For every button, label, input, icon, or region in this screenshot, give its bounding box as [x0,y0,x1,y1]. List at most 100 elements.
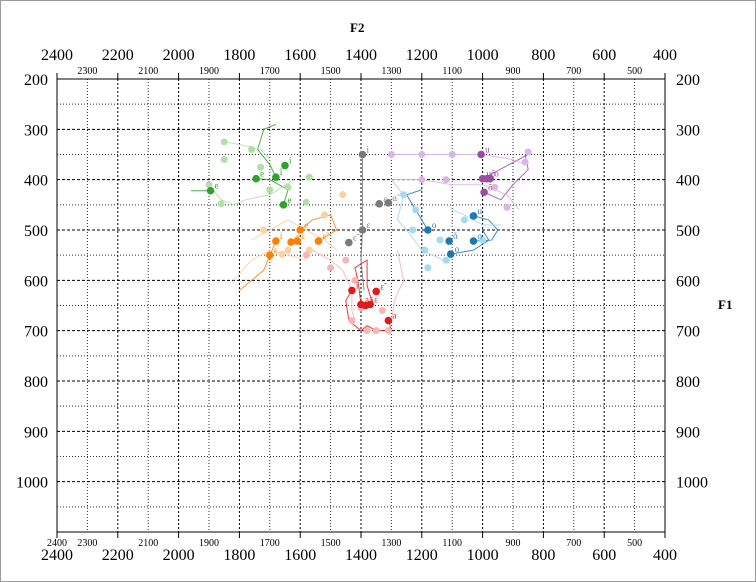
x-minor-tick-label-top: 2300 [77,66,97,77]
x-minor-tick-label-bottom: 1900 [199,538,219,549]
vowel-label: u [477,206,482,216]
y-tick-label-right: 900 [676,424,700,441]
vowel-label: i [367,145,370,155]
y-tick-label-right: 400 [676,173,700,190]
light-point [521,158,529,166]
vowel-point [266,251,274,259]
y-tick-label-right: 800 [676,374,700,391]
vowel-point [477,150,485,159]
vowel-label: i [356,280,359,290]
y-tick-label-left: 500 [24,223,48,240]
light-point [442,176,450,184]
vowel-label: ɛ [274,245,278,255]
x-minor-tick-label-bottom: 700 [566,538,581,549]
vowel-point [372,287,381,296]
vowel-point [375,200,384,208]
vowel-point [345,238,353,247]
x-tick-label-top: 1400 [345,47,377,64]
x-tick-label-bottom: 1600 [284,547,316,564]
vowel-point [206,186,215,195]
light-point [284,246,292,254]
vowel-label: ɛ [301,231,305,241]
x-tick-label-bottom: 2000 [163,547,195,564]
y-tick-label-left: 300 [24,122,48,139]
light-point [418,151,426,158]
vowel-label: o [432,220,437,230]
vowel-label: ɛ̃ [353,233,360,243]
vowel-label: a [392,311,396,321]
trajectory-line [239,240,277,291]
x-tick-label-bottom: 1200 [406,547,438,564]
vowel-point [272,237,280,245]
x-minor-tick-label-top: 2100 [138,66,158,77]
x-tick-label-top: 600 [592,47,616,64]
vowel-label: ã [370,296,374,306]
vowel-label: õ [491,169,496,179]
vowel-label: o [455,244,460,254]
light-point [448,151,456,158]
light-point [217,200,225,208]
vowel-label: e [295,232,299,242]
x-axis-title: F2 [350,20,365,35]
light-point [327,264,335,272]
light-point [460,216,468,224]
light-point [339,191,347,199]
x-tick-label-top: 2000 [163,47,195,64]
x-tick-label-bottom: 600 [592,547,616,564]
x-minor-tick-label-bottom: 500 [627,538,642,549]
light-point [503,203,511,211]
axis-layer: 2400240022002200200020001800180016001600… [16,47,708,564]
vowel-point [348,286,356,295]
x-tick-label-top: 1200 [406,47,438,64]
vowel-point [358,226,367,234]
y-tick-label-left: 200 [24,72,48,89]
light-point [384,327,392,335]
light-point [351,276,359,284]
trajectory-line [482,154,529,180]
light-point [266,186,274,194]
x-minor-tick-label-bottom: 2300 [77,538,97,549]
x-minor-tick-label-bottom: 1700 [260,538,280,549]
x-tick-label-top: 1000 [467,47,499,64]
light-point [348,317,356,325]
y-tick-label-left: 400 [24,173,48,190]
y-tick-label-right: 200 [676,72,700,89]
light-point [442,256,450,264]
y-tick-label-right: 500 [676,223,700,240]
vowel-label: ɛ [383,194,387,204]
y-tick-label-right: 300 [676,122,700,139]
x-minor-tick-label-top: 1900 [199,66,219,77]
vowel-label: ɛ̃ [322,231,329,241]
vowel-label: ɛ [367,220,371,230]
trajectory-line [450,229,490,255]
x-tick-label-bottom: 2400 [41,547,73,564]
x-tick-label-bottom: 1400 [345,547,377,564]
y-tick-label-right: 1000 [676,475,708,492]
light-point [305,246,313,254]
vowel-label: u [485,145,490,155]
light-point [260,226,268,234]
trajectory-line [256,178,289,205]
y-tick-label-left: 1000 [16,475,48,492]
x-minor-tick-label-top: 900 [506,66,521,77]
light-point [278,250,286,258]
light-point [363,327,371,335]
vowel-label: õ [453,231,458,241]
vowel-point [366,300,374,309]
x-minor-tick-label-bottom: 2100 [138,538,158,549]
trajectory-line [405,189,429,231]
light-point [205,181,213,189]
vowel-point [469,212,478,220]
light-point [220,156,228,164]
trajectory-line [299,214,338,242]
vowel-label: ɑ̃ [392,193,400,203]
vowel-point [424,226,432,234]
light-point [412,206,420,214]
vowel-label: o [494,169,499,179]
vowel-point [446,250,455,258]
x-minor-tick-label-top: 1100 [442,66,462,77]
vowel-label: e [287,195,291,205]
trajectory-line [208,179,295,206]
x-tick-label-top: 800 [531,47,555,64]
vowel-point [314,237,323,245]
